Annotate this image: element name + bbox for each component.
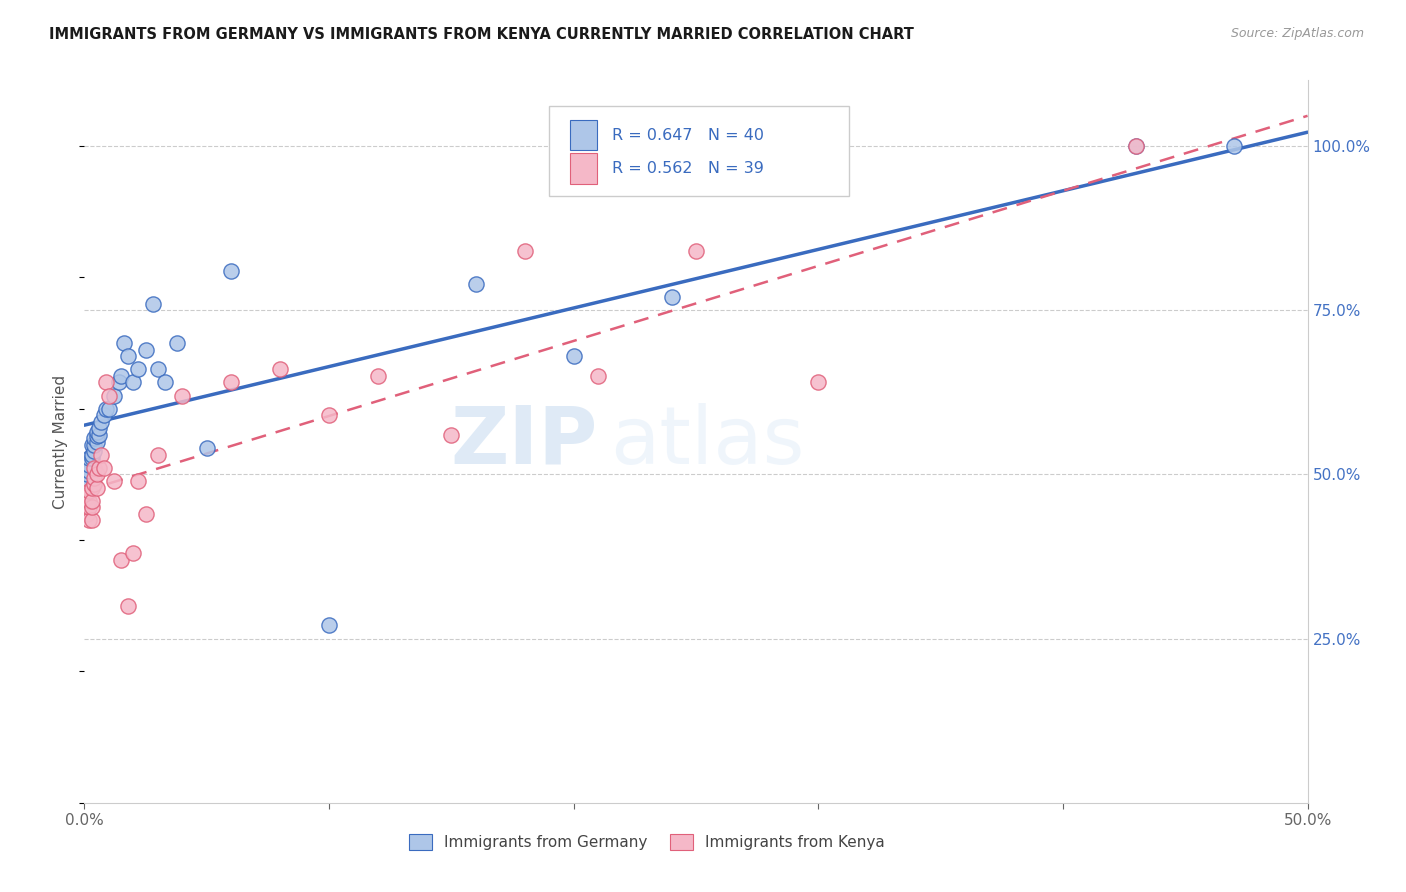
Text: IMMIGRANTS FROM GERMANY VS IMMIGRANTS FROM KENYA CURRENTLY MARRIED CORRELATION C: IMMIGRANTS FROM GERMANY VS IMMIGRANTS FR…	[49, 27, 914, 42]
FancyBboxPatch shape	[569, 120, 598, 151]
Text: ZIP: ZIP	[451, 402, 598, 481]
Point	[86, 429, 108, 443]
Point	[117, 599, 139, 613]
Point	[80, 481, 103, 495]
Point	[83, 477, 105, 491]
Point	[112, 336, 135, 351]
Point	[685, 244, 707, 258]
Point	[195, 441, 218, 455]
Text: R = 0.647   N = 40: R = 0.647 N = 40	[612, 128, 763, 143]
Point	[1223, 139, 1246, 153]
Point	[318, 618, 340, 632]
Point	[110, 368, 132, 383]
Point	[440, 428, 463, 442]
Point	[86, 481, 108, 495]
Point	[83, 438, 105, 452]
Point	[93, 460, 115, 475]
Point	[142, 296, 165, 310]
Point	[135, 507, 157, 521]
Point	[97, 401, 120, 416]
Y-axis label: Currently Married: Currently Married	[53, 375, 69, 508]
Point	[80, 493, 103, 508]
Point	[127, 362, 149, 376]
Point	[1125, 139, 1147, 153]
Point	[83, 460, 105, 475]
Point	[76, 491, 98, 505]
Point	[103, 388, 125, 402]
Point	[77, 458, 100, 472]
Point	[127, 474, 149, 488]
Point	[93, 409, 115, 423]
Point	[90, 415, 112, 429]
Point	[269, 362, 291, 376]
Point	[122, 376, 145, 390]
Point	[80, 450, 103, 465]
Point	[86, 425, 108, 439]
FancyBboxPatch shape	[550, 105, 849, 196]
Point	[1125, 139, 1147, 153]
Point	[117, 349, 139, 363]
Point	[77, 513, 100, 527]
Point	[97, 388, 120, 402]
Point	[146, 448, 169, 462]
Point	[87, 421, 110, 435]
Point	[96, 401, 118, 416]
Point	[80, 513, 103, 527]
FancyBboxPatch shape	[569, 153, 598, 184]
Point	[153, 376, 176, 390]
Point	[135, 343, 157, 357]
Point	[219, 264, 242, 278]
Point	[586, 368, 609, 383]
Point	[219, 376, 242, 390]
Legend: Immigrants from Germany, Immigrants from Kenya: Immigrants from Germany, Immigrants from…	[402, 829, 891, 856]
Point	[513, 244, 536, 258]
Point	[77, 464, 100, 478]
Point	[172, 388, 194, 402]
Point	[110, 553, 132, 567]
Point	[87, 428, 110, 442]
Point	[76, 474, 98, 488]
Point	[83, 431, 105, 445]
Text: R = 0.562   N = 39: R = 0.562 N = 39	[612, 161, 763, 176]
Point	[86, 434, 108, 449]
Point	[77, 483, 100, 498]
Point	[661, 290, 683, 304]
Point	[76, 497, 98, 511]
Point	[166, 336, 188, 351]
Point	[807, 376, 830, 390]
Point	[86, 467, 108, 482]
Point	[107, 376, 129, 390]
Point	[464, 277, 486, 291]
Point	[76, 467, 98, 482]
Point	[77, 493, 100, 508]
Point	[77, 450, 100, 465]
Point	[122, 546, 145, 560]
Point	[87, 460, 110, 475]
Point	[80, 438, 103, 452]
Point	[77, 500, 100, 515]
Text: Source: ZipAtlas.com: Source: ZipAtlas.com	[1230, 27, 1364, 40]
Point	[76, 507, 98, 521]
Point	[367, 368, 389, 383]
Point	[83, 444, 105, 458]
Point	[80, 448, 103, 462]
Point	[83, 471, 105, 485]
Point	[146, 362, 169, 376]
Point	[562, 349, 585, 363]
Text: atlas: atlas	[610, 402, 804, 481]
Point	[90, 448, 112, 462]
Point	[318, 409, 340, 423]
Point	[103, 474, 125, 488]
Point	[80, 500, 103, 515]
Point	[96, 376, 118, 390]
